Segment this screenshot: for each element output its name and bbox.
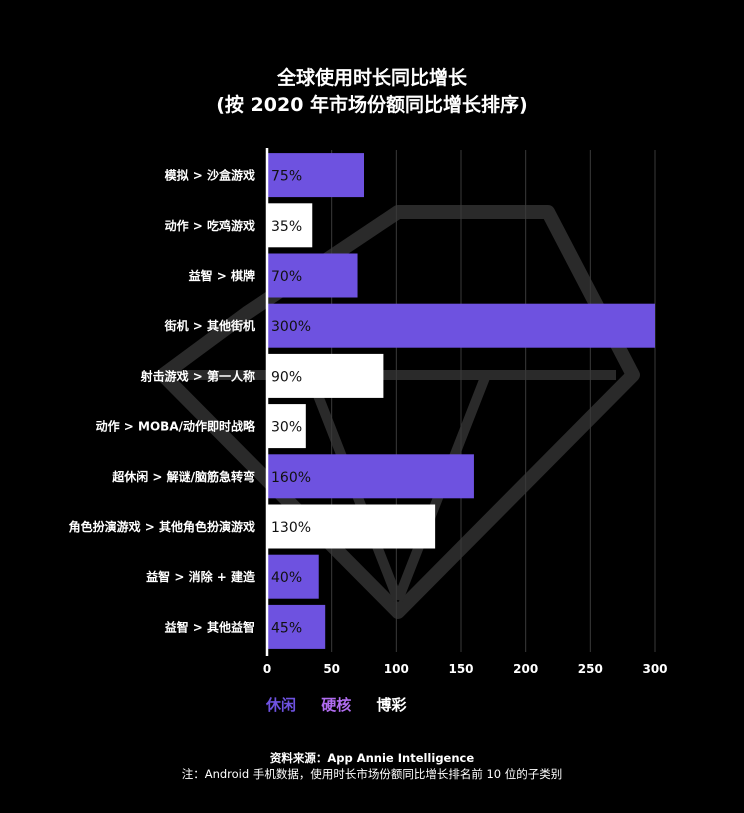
legend: 休闲 硬核 博彩 xyxy=(266,694,427,715)
category-label: 益智 > 其他益智 xyxy=(165,619,255,634)
data-label: 45% xyxy=(271,620,302,636)
category-label: 超休闲 > 解谜/脑筋急转弯 xyxy=(111,469,255,484)
bar xyxy=(267,153,364,198)
data-label: 35% xyxy=(271,219,302,235)
bar xyxy=(267,353,384,398)
x-tick-label: 300 xyxy=(642,662,667,676)
source-note: 资料来源：App Annie Intelligence xyxy=(269,751,475,765)
x-tick-label: 0 xyxy=(263,662,271,676)
bar xyxy=(267,504,436,549)
data-label: 90% xyxy=(271,369,302,385)
bar xyxy=(267,604,326,649)
category-label: 动作 > 吃鸡游戏 xyxy=(165,218,255,233)
data-label: 75% xyxy=(271,169,302,185)
category-label: 射击游戏 > 第一人称 xyxy=(140,368,255,383)
x-tick-label: 150 xyxy=(448,662,473,676)
x-tick-label: 250 xyxy=(578,662,603,676)
category-label: 模拟 > 沙盒游戏 xyxy=(165,168,255,183)
bar xyxy=(267,303,655,348)
category-label: 角色扮演游戏 > 其他角色扮演游戏 xyxy=(69,519,255,534)
bar xyxy=(267,203,313,248)
category-label: 益智 > 消除 + 建造 xyxy=(146,569,256,584)
bar xyxy=(267,253,358,298)
legend-midcore: 硬核 xyxy=(321,696,352,714)
data-label: 160% xyxy=(271,470,311,486)
bar xyxy=(267,554,319,599)
chart-subtitle: (按 2020 年市场份额同比增长排序) xyxy=(216,94,528,116)
chart-title: 全球使用时长同比增长 xyxy=(276,67,467,89)
x-tick-label: 50 xyxy=(323,662,340,676)
footnote: 注：Android 手机数据，使用时长市场份额同比增长排名前 10 位的子类别 xyxy=(181,767,563,781)
x-tick-label: 200 xyxy=(513,662,538,676)
data-label: 300% xyxy=(271,319,311,335)
legend-casino: 博彩 xyxy=(376,696,407,714)
category-label: 益智 > 棋牌 xyxy=(189,268,255,283)
data-label: 70% xyxy=(271,269,302,285)
data-label: 40% xyxy=(271,570,302,586)
category-label: 街机 > 其他街机 xyxy=(164,318,255,333)
data-label: 30% xyxy=(271,420,302,436)
category-label: 动作 > MOBA/动作即时战略 xyxy=(96,419,256,434)
watermark-diamond-icon xyxy=(156,205,640,619)
x-tick-label: 100 xyxy=(384,662,409,676)
data-label: 130% xyxy=(271,520,311,536)
bar xyxy=(267,404,306,449)
bar xyxy=(267,454,474,499)
legend-casual: 休闲 xyxy=(266,696,297,714)
